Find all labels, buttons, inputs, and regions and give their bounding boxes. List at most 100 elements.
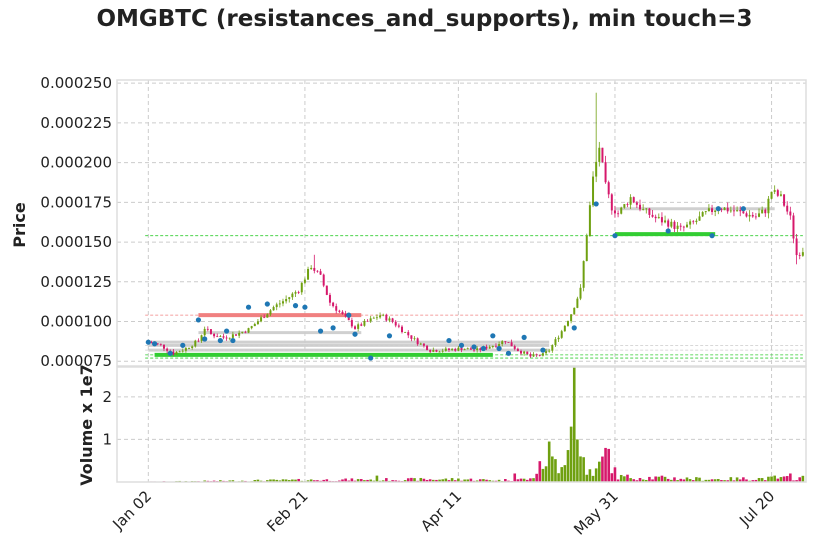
candle-body — [598, 147, 601, 162]
candle-body — [366, 320, 369, 322]
candle-body — [278, 303, 281, 305]
pivot-point — [224, 328, 230, 334]
volume-bar — [773, 475, 776, 482]
pivot-point — [521, 334, 527, 340]
candle-body — [494, 345, 497, 347]
candle-body — [657, 217, 660, 219]
pivot-point — [496, 345, 502, 352]
candle-body — [676, 225, 679, 229]
candle-body — [166, 348, 169, 351]
volume-bar — [666, 478, 670, 482]
x-axis-ticks: Jan 02 Feb 21 Apr 11 May 31 Jul 20 — [108, 487, 778, 539]
candle-body — [664, 220, 667, 223]
candle-body — [222, 336, 225, 338]
volume-bar — [698, 477, 701, 482]
candle-body — [463, 349, 466, 351]
volume-bar — [572, 366, 576, 482]
volume-bar — [538, 461, 542, 482]
volume-bar — [313, 480, 316, 482]
volume-axis-label: Volume x 1e7 — [77, 364, 96, 485]
candle-body — [235, 334, 238, 336]
candle-body — [667, 220, 670, 227]
volume-bar — [297, 478, 300, 482]
candle-body — [510, 342, 513, 347]
volume-bar — [425, 479, 429, 482]
candle-body — [357, 324, 360, 329]
candle-body — [413, 338, 416, 340]
candle-body — [579, 287, 582, 299]
pivot-point — [195, 317, 202, 323]
candle-body — [460, 347, 463, 351]
volume-bar — [394, 480, 398, 482]
candle-body — [642, 209, 645, 210]
volume-bar — [272, 479, 275, 482]
candle-body — [545, 351, 548, 354]
candle-body — [560, 331, 563, 338]
candle-body — [360, 324, 363, 326]
candle-body — [692, 221, 695, 223]
volume-bar — [435, 479, 438, 482]
candle-body — [253, 323, 256, 327]
candle-body — [178, 351, 181, 353]
candle-body — [529, 354, 532, 357]
candle-body — [516, 348, 519, 352]
candle-body — [175, 351, 178, 355]
candle-body — [256, 321, 259, 324]
price-axis-label: Price — [10, 202, 29, 248]
candle-body — [159, 343, 162, 345]
pivot-point — [446, 337, 452, 344]
volume-bar — [582, 457, 585, 482]
volume-bar — [713, 479, 717, 482]
volume-bar — [707, 479, 711, 482]
volume-bar — [735, 477, 739, 482]
candle-body — [773, 190, 776, 192]
volume-bar — [519, 478, 523, 482]
volume-bar — [720, 480, 723, 482]
candle-body — [613, 210, 616, 214]
volume-bar — [551, 456, 554, 482]
volume-bar — [688, 479, 692, 482]
pivot-points — [145, 201, 746, 361]
candle-body — [162, 344, 165, 349]
pivot-point — [740, 206, 746, 212]
pivot-point — [330, 325, 336, 331]
candle-body — [228, 337, 231, 339]
candle-body — [310, 267, 313, 269]
candle-body — [523, 351, 526, 354]
candle-body — [570, 314, 573, 322]
volume-bar — [729, 477, 733, 482]
volume-bar — [676, 480, 679, 482]
candle-body — [554, 339, 557, 346]
volume-bar — [532, 478, 535, 482]
candle-body — [269, 310, 272, 315]
volume-bar — [673, 477, 676, 482]
volume-bar — [375, 475, 379, 482]
candle-body — [341, 311, 344, 315]
candle-body — [457, 347, 460, 351]
x-grid — [147, 80, 773, 482]
candle-body — [679, 225, 682, 227]
volume-bar — [403, 480, 407, 482]
candle-body — [194, 340, 197, 347]
pivot-point — [715, 206, 721, 212]
volume-bar — [663, 476, 667, 482]
candle-body — [789, 211, 792, 216]
volume-bar — [560, 467, 564, 482]
candle-body — [281, 301, 284, 304]
volume-bar — [685, 477, 689, 482]
volume-bar — [516, 479, 520, 482]
candle-body — [501, 341, 504, 345]
candle-body — [172, 351, 175, 355]
volume-bar — [604, 447, 607, 482]
candle-body — [397, 325, 400, 327]
volume-bar — [453, 480, 457, 482]
volume-bar — [616, 479, 620, 482]
chart-title: OMGBTC (resistances_and_supports), min t… — [96, 6, 753, 32]
volume-bar — [648, 476, 651, 482]
candle-body — [394, 321, 397, 326]
volume-grid — [117, 396, 806, 440]
volume-bar — [541, 468, 545, 482]
volume-bar — [660, 475, 664, 482]
pivot-point — [593, 201, 599, 207]
candle-body — [604, 162, 607, 183]
